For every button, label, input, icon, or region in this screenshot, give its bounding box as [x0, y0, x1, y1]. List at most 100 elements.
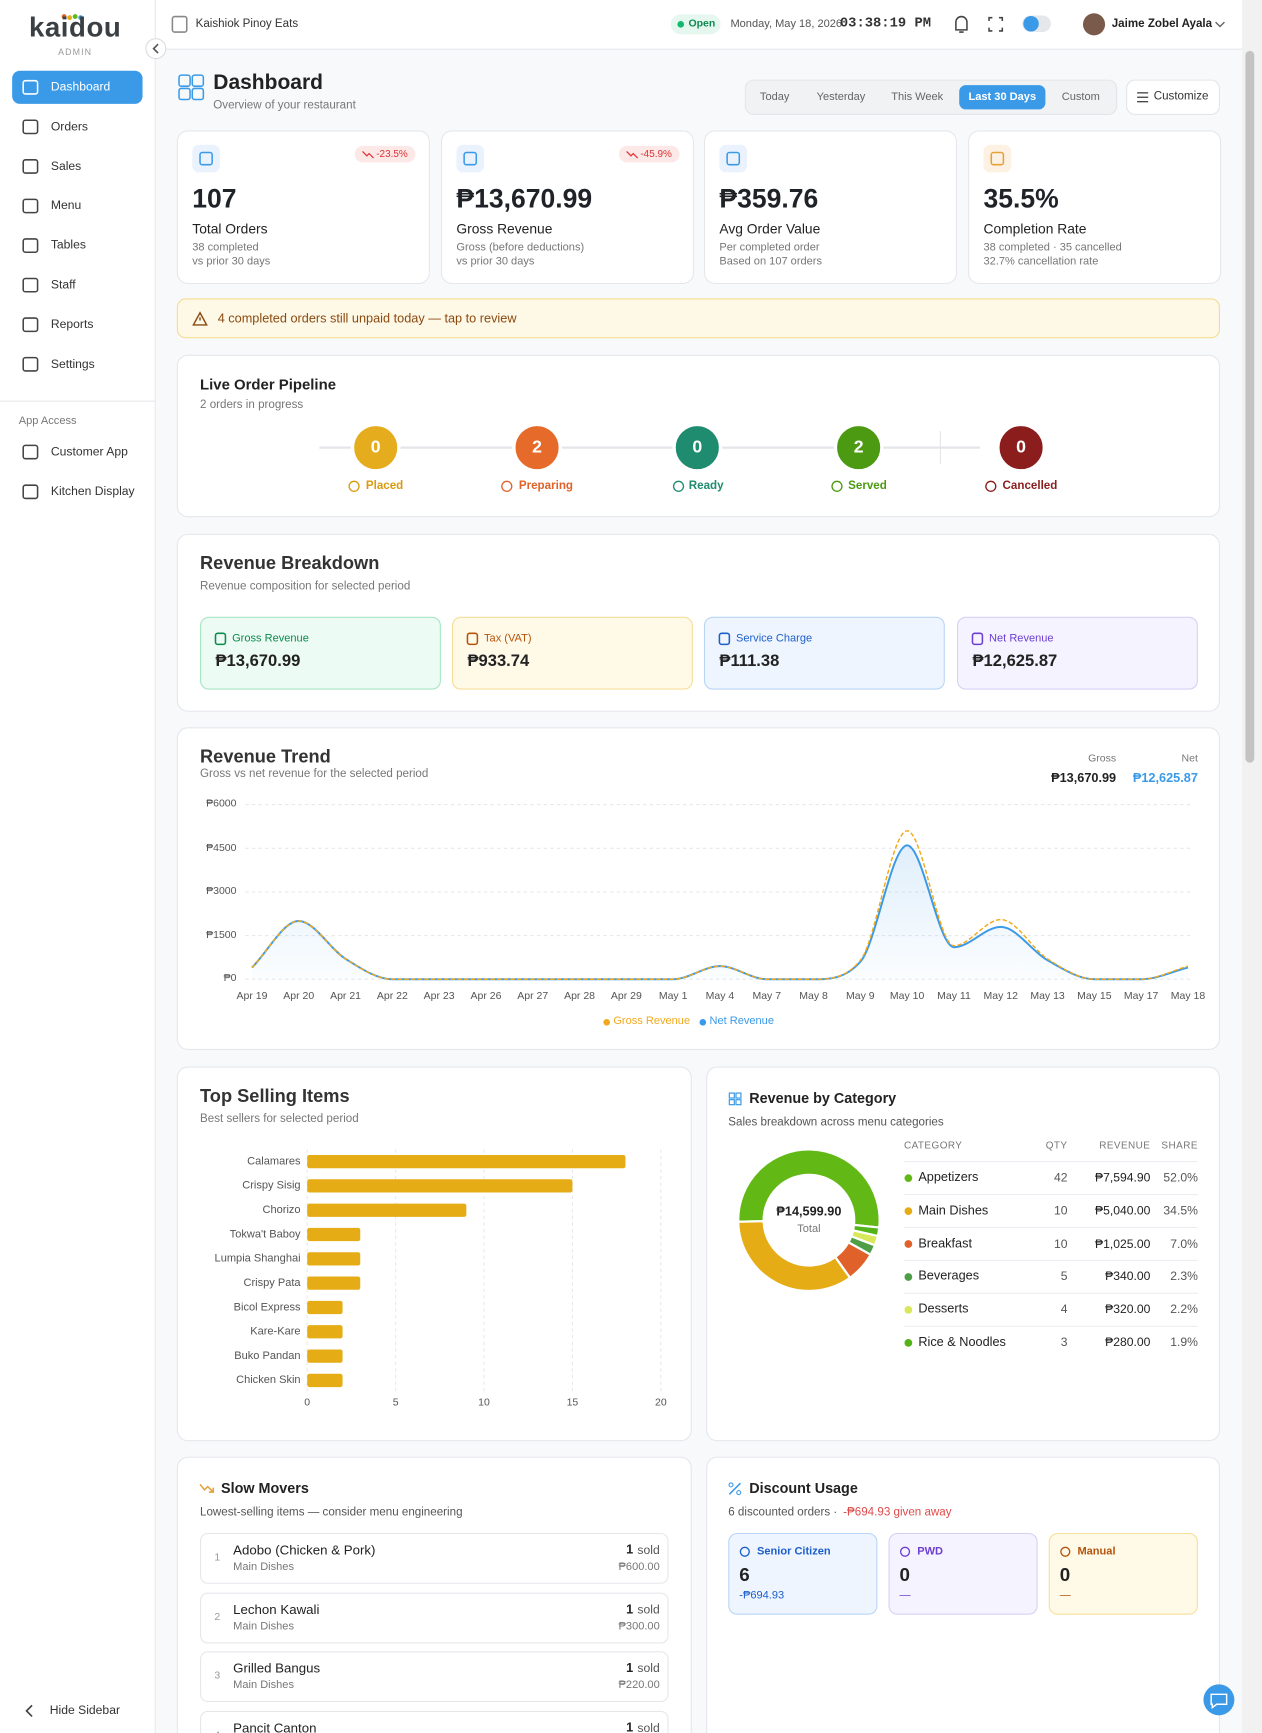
bar [307, 1203, 467, 1217]
tile-label: Gross Revenue [232, 632, 309, 645]
section-title: Live Order Pipeline [200, 376, 336, 393]
stage-icon [672, 480, 685, 492]
x-tick-label: May 18 [1170, 990, 1206, 1003]
nav-item[interactable]: Menu [50, 199, 82, 213]
customize: Customize [1153, 89, 1209, 104]
nav-item[interactable]: Customer App [50, 445, 128, 459]
kpi-icon [719, 144, 748, 173]
nav-item[interactable]: Orders [50, 120, 88, 134]
item-amount: ₱600.00 [618, 1561, 660, 1574]
legend-label: Gross Revenue [613, 1015, 691, 1028]
nav-item[interactable]: Sales [50, 159, 82, 174]
bar [307, 1276, 361, 1290]
store-name: Kaishiok Pinoy Eats [195, 16, 299, 31]
range-button[interactable]: Custom [1061, 91, 1100, 104]
range-button[interactable]: Yesterday [816, 91, 866, 104]
expand-icon [988, 16, 1004, 32]
stage-count: 0 [370, 437, 381, 457]
bar [307, 1252, 361, 1266]
y-tick-label: ₱1500 [206, 928, 237, 941]
x-tick-label: May 4 [705, 990, 735, 1003]
x-tick-label: 0 [304, 1396, 311, 1409]
sold-qty: 1 [626, 1661, 634, 1676]
alert-text[interactable]: 4 completed orders still unpaid today — … [217, 312, 517, 326]
kpi-label: Gross Revenue [456, 221, 553, 237]
summary-label: Net [1181, 752, 1198, 765]
logo-sub: ADMIN [58, 47, 93, 58]
category-share: 52.0% [1163, 1171, 1198, 1185]
range-button[interactable]: Last 30 Days [968, 91, 1037, 104]
icon [22, 277, 39, 293]
chart-subtitle: Best sellers for selected period [200, 1112, 359, 1126]
user-name[interactable]: Jaime Zobel Ayala [1111, 16, 1213, 31]
category-card [706, 1066, 1221, 1442]
category-revenue: ₱340.00 [1105, 1270, 1151, 1284]
icon [726, 151, 741, 166]
y-tick-label: Kare-Kare [250, 1325, 301, 1338]
summary-value: ₱13,670.99 [1051, 772, 1117, 786]
icon [22, 317, 39, 333]
breakdown-tile [956, 616, 1198, 690]
item-name: Adobo (Chicken & Pork) [233, 1542, 376, 1558]
bar [307, 1325, 343, 1339]
kpi-label: Total Orders [192, 221, 268, 237]
nav-active[interactable] [12, 70, 143, 104]
range-button[interactable]: This Week [891, 91, 944, 104]
bar [307, 1373, 343, 1388]
section-label: App Access [18, 415, 77, 428]
theme-knob [1023, 16, 1039, 32]
stage-circle [350, 422, 401, 473]
icon [739, 1546, 750, 1557]
category-revenue: ₱5,040.00 [1094, 1204, 1151, 1218]
kpi-icon [983, 144, 1012, 173]
nav-item[interactable]: Settings [50, 357, 95, 371]
legend-dot [603, 1019, 611, 1026]
discount-amount: — [899, 1589, 911, 1603]
tile-value: ₱933.74 [467, 651, 530, 671]
sold-qty: 1 [626, 1602, 634, 1617]
x-tick-label: 5 [392, 1396, 399, 1409]
range-active[interactable] [959, 85, 1046, 110]
discount-total: -₱694.93 given away [843, 1505, 952, 1519]
category-share: 34.5% [1163, 1204, 1198, 1218]
hide-sidebar[interactable]: Hide Sidebar [49, 1704, 121, 1718]
kpi-note: Based on 107 orders [719, 255, 823, 269]
kpi-value: ₱359.76 [719, 184, 819, 215]
icon [735, 1099, 742, 1106]
nav-item[interactable]: Tables [50, 238, 86, 253]
kpi-icon [456, 144, 485, 173]
kpi-note: 32.7% cancellation rate [983, 255, 1099, 269]
nav-item[interactable]: Kitchen Display [50, 485, 135, 499]
summary-value: ₱12,625.87 [1132, 772, 1198, 786]
nav-item[interactable]: Reports [50, 318, 94, 332]
range-button[interactable]: Today [759, 91, 790, 104]
x-tick-label: May 7 [752, 990, 782, 1003]
stage-label: Preparing [518, 478, 573, 493]
icon [22, 444, 39, 460]
nav-item[interactable]: Staff [50, 278, 76, 292]
x-tick-label: May 12 [983, 990, 1018, 1003]
y-tick-label: ₱0 [223, 972, 237, 985]
nav-item[interactable]: Dashboard [50, 80, 111, 94]
logo-dot [72, 14, 78, 20]
alert-banner[interactable] [176, 298, 1221, 339]
category-name: Main Dishes [918, 1204, 989, 1218]
item-category: Main Dishes [233, 1620, 294, 1633]
kpi-badge [354, 145, 416, 163]
stage-count: 0 [692, 437, 703, 457]
legend-dot [904, 1207, 913, 1215]
kpi-note: 38 completed · 35 cancelled [983, 241, 1122, 254]
icon [178, 74, 191, 87]
x-tick-label: 20 [654, 1396, 667, 1409]
stage-icon [985, 480, 997, 492]
trend-down-icon [626, 150, 639, 159]
category-qty: 10 [1053, 1204, 1068, 1218]
logo-dot [78, 15, 84, 21]
x-tick-label: Apr 22 [376, 990, 408, 1003]
discount-count: 6 [739, 1564, 750, 1586]
category-qty: 4 [1060, 1303, 1068, 1317]
chart-subtitle: Sales breakdown across menu categories [728, 1115, 944, 1129]
chart-title: Revenue Trend [200, 747, 331, 767]
kpi-note: Gross (before deductions) [456, 241, 585, 254]
sold-unit: sold [637, 1662, 660, 1676]
